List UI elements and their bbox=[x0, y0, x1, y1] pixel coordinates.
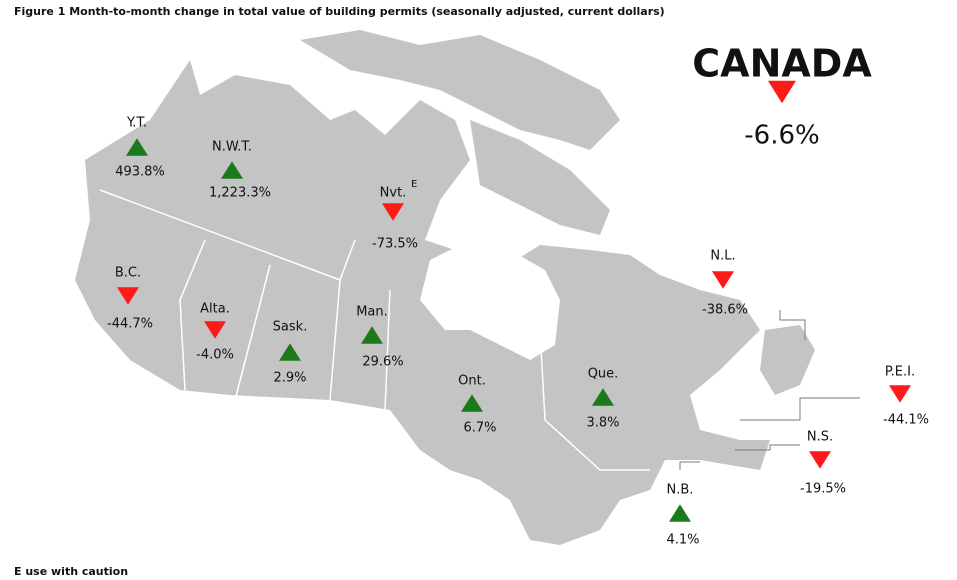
region-change: -19.5% bbox=[800, 482, 846, 497]
up-arrow bbox=[126, 138, 148, 156]
down-arrow bbox=[382, 203, 404, 221]
down-arrow bbox=[768, 80, 796, 104]
region-label: Sask. bbox=[273, 320, 308, 335]
region-change: 29.6% bbox=[362, 355, 403, 370]
region-label: Alta. bbox=[200, 302, 230, 317]
region-label: B.C. bbox=[115, 266, 141, 281]
map bbox=[75, 30, 860, 545]
national-change: -6.6% bbox=[744, 121, 819, 151]
region-change: -44.1% bbox=[883, 413, 929, 428]
up-arrow bbox=[461, 394, 483, 412]
down-arrow bbox=[889, 385, 911, 403]
hudson-bay bbox=[420, 240, 560, 360]
region-change: 1,223.3% bbox=[209, 186, 271, 201]
region-change: 3.8% bbox=[586, 416, 619, 431]
up-arrow bbox=[592, 388, 614, 406]
region-label: N.B. bbox=[667, 483, 694, 498]
down-arrow bbox=[117, 287, 139, 305]
newfoundland bbox=[760, 325, 815, 395]
footnote: E use with caution bbox=[14, 565, 128, 578]
baffin-island bbox=[470, 120, 610, 235]
region-label: P.E.I. bbox=[885, 365, 915, 380]
region-change: -44.7% bbox=[107, 317, 153, 332]
region-change: 6.7% bbox=[463, 421, 496, 436]
down-arrow bbox=[809, 451, 831, 469]
up-arrow bbox=[669, 504, 691, 522]
region-change: -38.6% bbox=[702, 303, 748, 318]
region-label: Nvt. bbox=[380, 186, 407, 201]
down-arrow bbox=[712, 271, 734, 289]
title: Figure 1 Month-to-month change in total … bbox=[14, 5, 665, 18]
region-note: E bbox=[411, 179, 417, 190]
region-label: Que. bbox=[588, 367, 619, 382]
up-arrow bbox=[279, 343, 301, 361]
region-label: N.W.T. bbox=[212, 140, 252, 155]
up-arrow bbox=[221, 161, 243, 179]
region-change: 4.1% bbox=[666, 533, 699, 548]
region-change: -73.5% bbox=[372, 237, 418, 252]
region-label: N.S. bbox=[807, 430, 833, 445]
region-label: Ont. bbox=[458, 374, 486, 389]
region-label: Man. bbox=[356, 305, 388, 320]
region-change: 493.8% bbox=[115, 165, 165, 180]
down-arrow bbox=[204, 321, 226, 339]
national-label: CANADA bbox=[692, 42, 872, 86]
region-change: -4.0% bbox=[196, 348, 234, 363]
borders bbox=[99, 189, 650, 471]
arctic-islands bbox=[300, 30, 620, 150]
region-change: 2.9% bbox=[273, 371, 306, 386]
up-arrow bbox=[361, 326, 383, 344]
leader-lines bbox=[679, 310, 860, 470]
region-label: Y.T. bbox=[126, 116, 147, 131]
region-label: N.L. bbox=[710, 249, 735, 264]
